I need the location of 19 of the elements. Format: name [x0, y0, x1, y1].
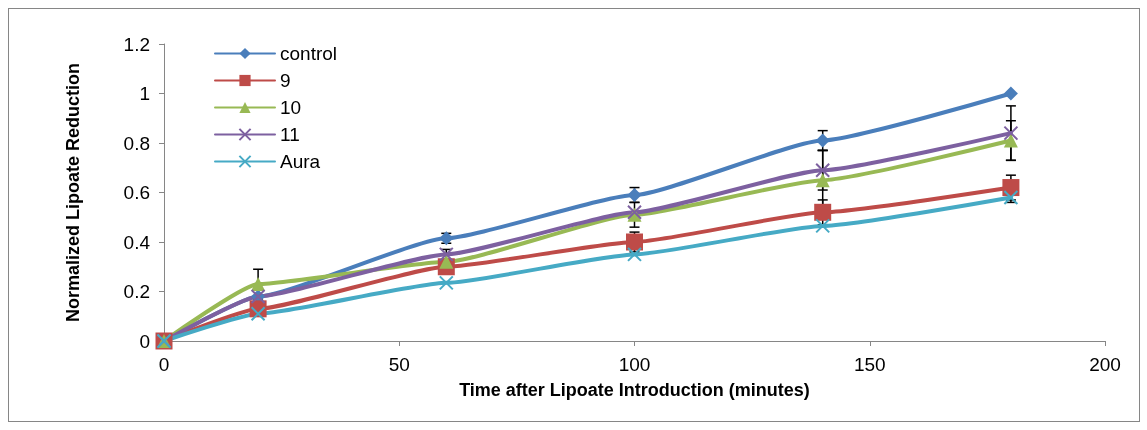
- legend-label: 11: [280, 124, 300, 145]
- legend-label: 10: [280, 97, 302, 118]
- legend-label: Aura: [280, 151, 321, 172]
- legend-label: control: [280, 43, 338, 64]
- y-tick-label: 0.8: [123, 132, 150, 154]
- y-tick-label: 0.2: [123, 281, 150, 302]
- y-tick-label: 1.2: [123, 33, 150, 55]
- y-tick-label: 0: [139, 330, 150, 352]
- x-tick-label: 150: [853, 354, 886, 375]
- x-tick-label: 0: [158, 354, 170, 375]
- x-tick-label: 200: [1089, 354, 1121, 375]
- x-tick-label: 100: [618, 354, 651, 375]
- x-tick-label: 50: [388, 354, 410, 375]
- y-tick-label: 1: [139, 83, 150, 104]
- legend-label: 9: [280, 70, 291, 91]
- y-axis-title: Normalized Lipoate Reduction: [63, 62, 83, 323]
- y-tick-label: 0.4: [123, 231, 151, 253]
- x-axis-title: Time after Lipoate Introduction (minutes): [459, 380, 810, 400]
- y-tick-label: 0.6: [123, 182, 150, 203]
